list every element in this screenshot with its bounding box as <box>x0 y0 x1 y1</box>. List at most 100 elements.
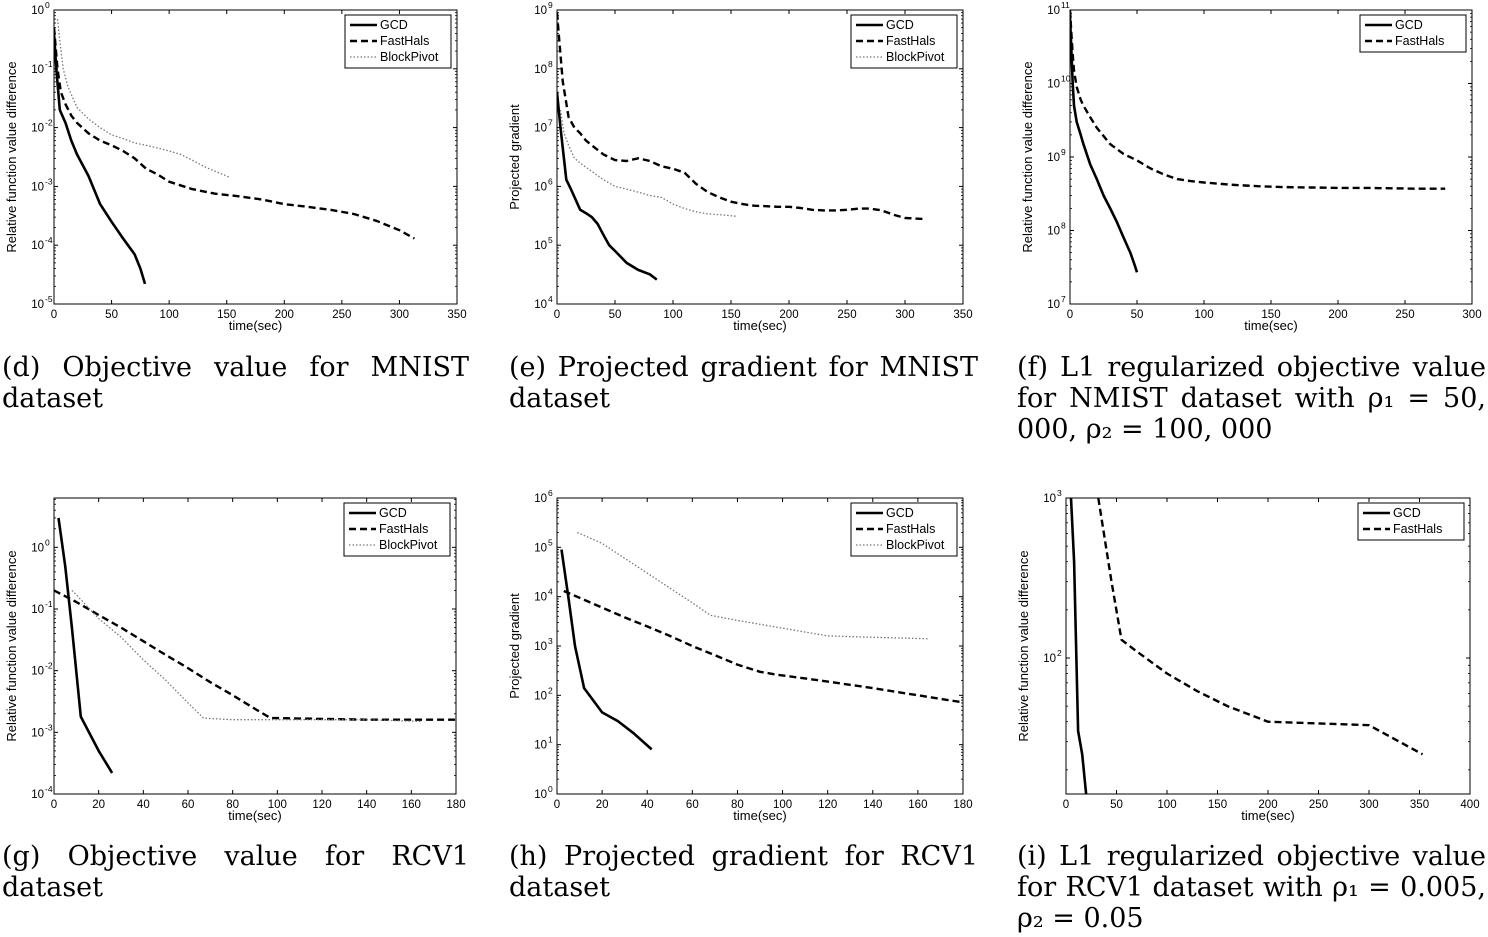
y-tick-exponent: -3 <box>45 176 53 186</box>
y-tick-label: 10 <box>31 604 44 616</box>
y-tick-exponent: 7 <box>1061 294 1066 304</box>
legend-label-fasthals: FastHals <box>886 34 935 48</box>
x-tick-label: 100 <box>160 309 179 321</box>
y-tick-exponent: 4 <box>548 587 553 597</box>
y-tick-exponent: -5 <box>45 294 53 304</box>
series-line-blockpivot <box>577 531 930 640</box>
y-tick-exponent: 2 <box>548 685 553 695</box>
caption-d: (d) Objective value for MNIST dataset <box>2 352 469 414</box>
y-tick-label: 10 <box>534 240 547 252</box>
y-tick-label: 10 <box>534 789 547 801</box>
y-tick-label: 10 <box>31 789 44 801</box>
x-tick-label: 350 <box>447 309 466 321</box>
x-tick-label: 400 <box>1460 799 1479 811</box>
x-axis-label: time(sec) <box>1241 808 1294 823</box>
x-tick-label: 250 <box>1395 309 1414 321</box>
legend-label-fasthals: FastHals <box>1393 522 1442 536</box>
x-tick-label: 80 <box>226 799 239 811</box>
y-tick-label: 10 <box>534 641 547 653</box>
y-tick-exponent: 1 <box>548 735 553 745</box>
legend-label-gcd: GCD <box>886 506 914 520</box>
x-axis-label: time(sec) <box>733 318 786 333</box>
x-tick-label: 40 <box>137 799 150 811</box>
x-tick-label: 100 <box>1194 309 1213 321</box>
x-tick-label: 200 <box>1258 799 1277 811</box>
y-tick-exponent: 5 <box>548 537 553 547</box>
y-tick-label: 10 <box>1043 493 1056 505</box>
x-tick-label: 100 <box>773 799 792 811</box>
x-tick-label: 0 <box>1063 799 1069 811</box>
y-tick-label: 10 <box>1047 226 1060 238</box>
y-tick-label: 10 <box>534 542 547 554</box>
y-tick-label: 10 <box>31 181 44 193</box>
y-tick-exponent: -1 <box>45 59 53 69</box>
x-axis-label: time(sec) <box>1244 318 1297 333</box>
y-tick-label: 10 <box>534 5 547 17</box>
x-tick-label: 150 <box>721 309 740 321</box>
x-tick-label: 200 <box>779 309 798 321</box>
x-tick-label: 300 <box>1359 799 1378 811</box>
legend-label-blockpivot: BlockPivot <box>886 50 945 64</box>
y-tick-label: 10 <box>31 299 44 311</box>
y-tick-label: 10 <box>1047 5 1060 17</box>
caption-g: (g) Objective value for RCV1 dataset <box>2 841 469 903</box>
x-tick-label: 120 <box>818 799 837 811</box>
x-tick-label: 200 <box>275 309 294 321</box>
x-tick-label: 150 <box>1261 309 1280 321</box>
x-tick-label: 50 <box>1110 799 1123 811</box>
x-tick-label: 120 <box>312 799 331 811</box>
series-line-gcd <box>1070 17 1139 273</box>
y-tick-label: 10 <box>31 5 44 17</box>
series-line-blockpivot <box>559 109 737 217</box>
x-tick-label: 0 <box>554 309 560 321</box>
legend: GCD FastHals BlockPivot <box>850 14 958 69</box>
y-tick-label: 10 <box>534 690 547 702</box>
x-axis-label: time(sec) <box>733 808 786 823</box>
caption-i: (i) L1 regularized objective value for R… <box>1017 841 1486 934</box>
plot-frame <box>1065 497 1471 795</box>
caption-f: (f) L1 regularized objective value for N… <box>1017 352 1486 445</box>
series-line-fasthals <box>54 589 456 721</box>
y-tick-exponent: 10 <box>1061 74 1071 84</box>
x-tick-label: 20 <box>92 799 105 811</box>
x-tick-label: 40 <box>641 799 654 811</box>
y-tick-exponent: 0 <box>45 537 50 547</box>
y-tick-label: 10 <box>534 592 547 604</box>
legend-label-gcd: GCD <box>380 18 408 32</box>
x-tick-label: 140 <box>863 799 882 811</box>
x-tick-label: 100 <box>268 799 287 811</box>
y-tick-exponent: -4 <box>45 784 53 794</box>
legend-label-fasthals: FastHals <box>1395 34 1444 48</box>
x-tick-label: 50 <box>105 309 118 321</box>
y-tick-exponent: 3 <box>548 636 553 646</box>
x-tick-label: 100 <box>1157 799 1176 811</box>
legend-label-gcd: GCD <box>886 18 914 32</box>
y-tick-exponent: 8 <box>548 59 553 69</box>
x-tick-label: 250 <box>1309 799 1328 811</box>
y-tick-label: 10 <box>31 542 44 554</box>
y-tick-exponent: 0 <box>45 0 50 10</box>
x-tick-label: 0 <box>554 799 560 811</box>
x-tick-label: 150 <box>1208 799 1227 811</box>
y-tick-label: 10 <box>31 123 44 135</box>
legend-box <box>1359 14 1467 53</box>
x-tick-label: 50 <box>609 309 622 321</box>
y-tick-exponent: -2 <box>45 661 53 671</box>
legend-label-gcd: GCD <box>379 506 407 520</box>
x-tick-label: 50 <box>1131 309 1144 321</box>
legend: GCD FastHals BlockPivot <box>344 14 452 69</box>
x-tick-label: 60 <box>182 799 195 811</box>
y-tick-exponent: 3 <box>1057 488 1062 498</box>
y-axis-label: Relative function value difference <box>4 550 19 741</box>
caption-h: (h) Projected gradient for RCV1 dataset <box>509 841 978 903</box>
y-tick-label: 10 <box>31 666 44 678</box>
y-tick-label: 10 <box>1047 79 1060 91</box>
y-tick-label: 10 <box>1043 653 1056 665</box>
x-tick-label: 300 <box>390 309 409 321</box>
legend-label-blockpivot: BlockPivot <box>380 50 439 64</box>
caption-e: (e) Projected gradient for MNIST dataset <box>509 352 978 414</box>
x-tick-label: 160 <box>402 799 421 811</box>
y-tick-exponent: 6 <box>548 488 553 498</box>
